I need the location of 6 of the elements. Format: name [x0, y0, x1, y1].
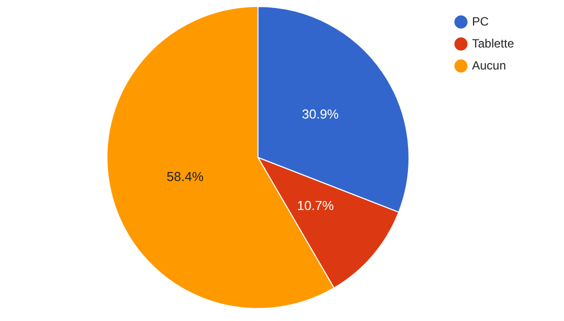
legend-label: Tablette	[472, 36, 514, 50]
legend-label: PC	[472, 14, 489, 28]
data-label: 10.7%	[296, 198, 334, 214]
data-label: 58.4%	[166, 168, 204, 184]
data-label: 30.9%	[302, 106, 340, 122]
legend-label: Aucun	[472, 58, 506, 72]
